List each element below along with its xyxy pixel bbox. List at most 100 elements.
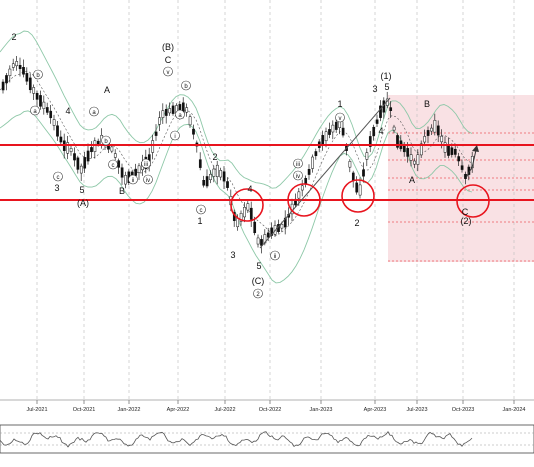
wave-label: A: [409, 175, 415, 185]
wave-label-circle: [175, 109, 185, 120]
candle: [52, 119, 56, 126]
bollinger-bands: [0, 30, 473, 284]
wave-label-circle: [270, 250, 280, 261]
wave-label-circle: [128, 174, 138, 185]
wave-label: a: [33, 109, 37, 115]
candle: [253, 221, 257, 234]
x-tick-label: Jul-2023: [406, 407, 427, 413]
candle: [73, 153, 76, 161]
candle: [365, 152, 369, 160]
forecast-arrowhead: [472, 145, 479, 152]
candle: [192, 128, 195, 135]
wave-label: (1): [381, 71, 392, 81]
wave-label: 5: [79, 185, 84, 195]
candle: [341, 127, 345, 136]
candle: [304, 177, 308, 184]
candle: [324, 131, 328, 142]
candle: [134, 168, 138, 176]
candle: [202, 179, 206, 186]
candle: [436, 125, 440, 136]
wave-label: 2: [256, 292, 260, 298]
x-tick-label: Oct-2023: [452, 407, 475, 413]
candle: [453, 148, 457, 155]
candle: [239, 213, 243, 222]
wave-label: ii: [274, 254, 277, 260]
x-tick-label: Jan-2023: [310, 407, 333, 413]
wave-label: 5: [256, 261, 261, 271]
x-tick-label: Jan-2024: [503, 407, 526, 413]
wave-label-circle: [181, 80, 191, 91]
candle: [430, 127, 433, 132]
candle: [215, 164, 219, 177]
candle: [423, 136, 427, 143]
wave-label: (2): [461, 216, 472, 226]
candle: [375, 119, 379, 124]
candle: [266, 232, 270, 238]
wave-label: 3: [372, 84, 377, 94]
wave-label: 3: [230, 250, 235, 260]
wave-label: 4: [65, 106, 70, 116]
candle: [15, 61, 19, 67]
candle: [11, 63, 15, 68]
candle: [297, 191, 301, 199]
candle: [219, 170, 223, 178]
candle: [280, 223, 284, 229]
candle: [358, 184, 362, 196]
candle: [300, 185, 304, 191]
candle: [93, 140, 97, 152]
candle: [198, 159, 202, 168]
candle: [5, 75, 8, 84]
candle: [389, 107, 393, 111]
candle: [158, 117, 161, 125]
wave-label-circle: [293, 170, 303, 181]
wave-label: c: [112, 163, 115, 169]
candle: [22, 67, 25, 75]
candle: [222, 171, 226, 182]
x-tick-label: Oct-2021: [73, 407, 96, 413]
candle: [39, 95, 42, 107]
x-tick-label: Jul-2021: [26, 407, 47, 413]
wave-label: 5: [384, 82, 389, 92]
candle: [260, 239, 263, 246]
wave-label-circle: [196, 204, 206, 215]
candle: [212, 168, 216, 177]
highlight-circle-3: [341, 179, 375, 213]
wave-label: 2: [11, 32, 16, 42]
wave-label: 2: [212, 152, 217, 162]
candle: [396, 135, 399, 148]
candle: [243, 206, 246, 218]
x-tick-label: Apr-2022: [167, 407, 190, 413]
wave-label: a: [92, 110, 96, 116]
wave-label: iii: [144, 162, 148, 168]
wave-label-circle: [143, 174, 153, 185]
wave-label-circle: [101, 135, 111, 146]
candle: [450, 147, 454, 155]
candle: [433, 120, 437, 133]
highlight-circle-4: [456, 184, 490, 218]
candle: [86, 150, 90, 162]
wave-label: c: [57, 175, 60, 181]
highlight-circle-2: [287, 183, 321, 217]
wave-label: C: [165, 55, 172, 65]
candle: [307, 169, 311, 175]
candle: [124, 175, 127, 185]
wave-label: b: [184, 84, 188, 90]
wave-label-circle: [30, 105, 40, 116]
candle: [270, 227, 274, 236]
oscillator-panel: [0, 424, 534, 454]
wave-label: (A): [77, 198, 89, 208]
wave-label-circle: [335, 112, 345, 123]
wave-label: iv: [146, 178, 150, 184]
wave-label: 2: [354, 218, 359, 228]
candle: [426, 130, 430, 136]
wave-label: b: [104, 139, 108, 145]
candle: [328, 129, 331, 135]
candle: [351, 172, 355, 182]
candle: [256, 237, 260, 245]
wave-label: iv: [296, 174, 300, 180]
candle: [154, 131, 158, 136]
wave-label: B: [424, 99, 430, 109]
